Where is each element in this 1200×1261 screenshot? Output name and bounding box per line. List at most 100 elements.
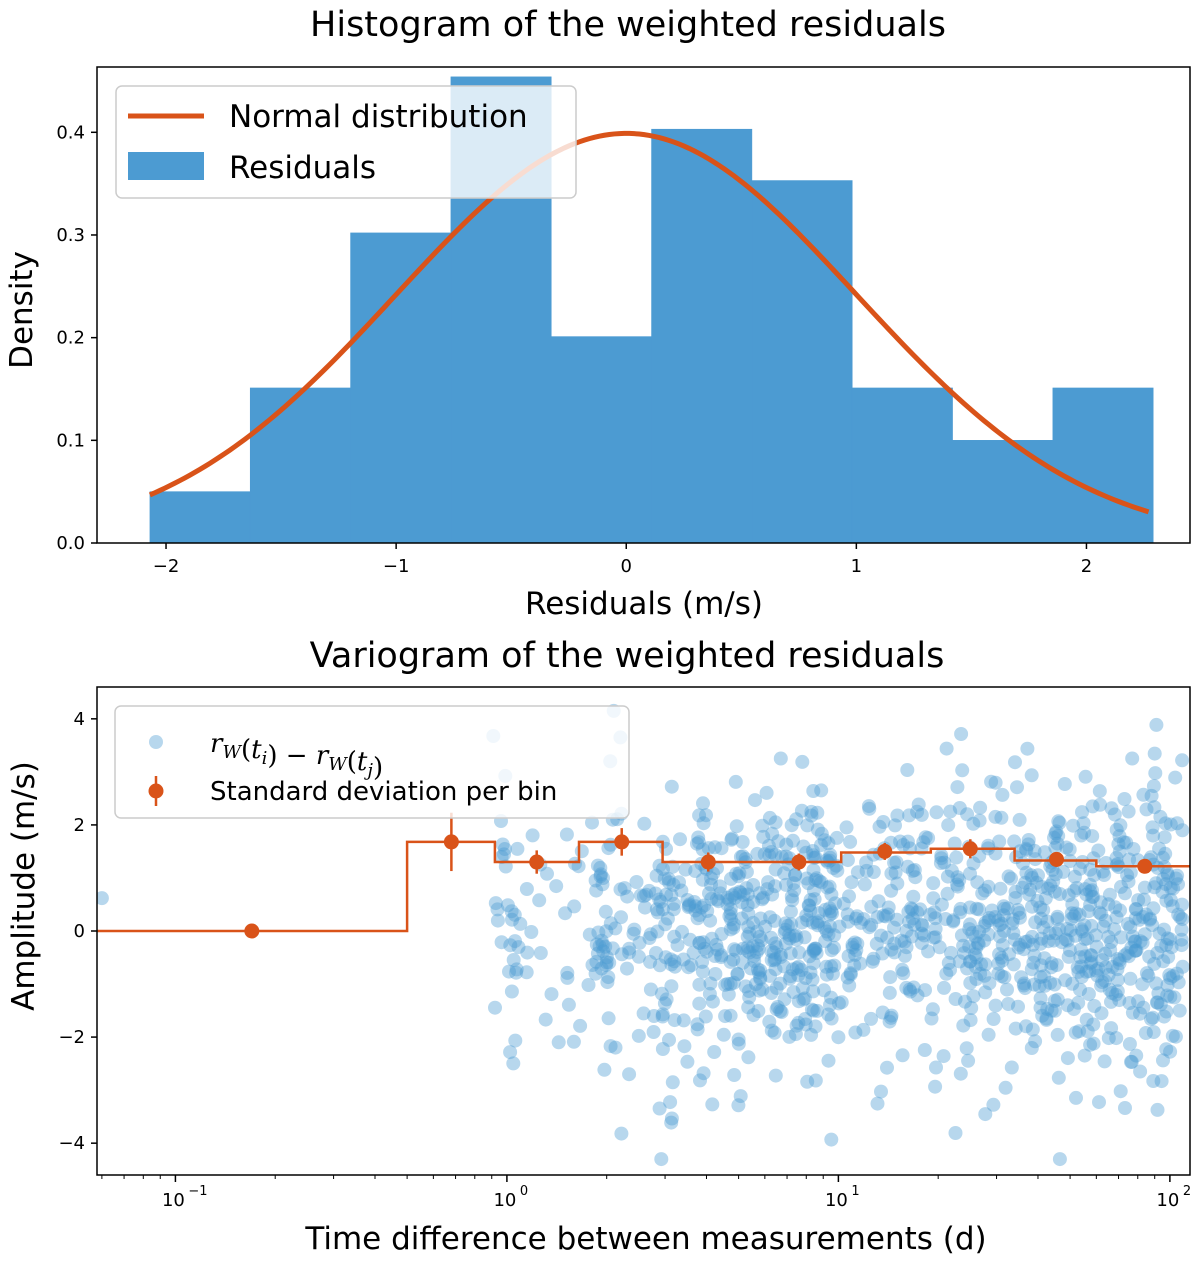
scatter-point [1080,1024,1095,1039]
scatter-point [822,901,837,916]
scatter-point [1046,933,1061,948]
scatter-point [1086,1017,1101,1032]
scatter-point [778,936,793,951]
std-point [791,854,807,870]
scatter-point [832,919,847,934]
scatter-point [1109,822,1124,837]
scatter-point [953,1066,968,1081]
scatter-point [881,907,896,922]
scatter-point [622,1067,637,1082]
scatter-point [1074,922,1089,937]
scatter-point [1021,833,1036,847]
scatter-point [1148,766,1163,781]
scatter-point [723,954,738,969]
scatter-point [969,901,984,916]
scatter-point [752,983,767,998]
scatter-point [1167,990,1182,1005]
scatter-point [1163,971,1178,986]
scatter-point [1028,1034,1043,1049]
scatter-point [754,933,769,948]
scatter-point [806,883,821,898]
scatter-point [913,902,928,917]
scatter-point [929,1060,943,1075]
scatter-point [964,1001,979,1015]
scatter-point [749,945,764,960]
scatter-point [823,998,837,1012]
scatter-point [741,1050,756,1065]
scatter-point [1110,952,1125,966]
scatter-point [906,980,921,995]
scatter-point [880,1060,894,1075]
scatter-point [654,986,669,1001]
scatter-point [996,908,1011,923]
scatter-point [1163,989,1178,1004]
scatter-point [814,783,829,798]
scatter-point [699,808,713,823]
scatter-point [958,994,972,1009]
scatter-point [1114,930,1128,945]
scatter-point [785,962,800,977]
scatter-point [1084,948,1099,963]
scatter-point [709,892,724,907]
scatter-point [866,865,881,879]
scatter-point [839,820,854,835]
scatter-point [786,833,800,848]
scatter-point [1139,907,1153,922]
scatter-point [792,945,807,960]
scatter-point [782,928,797,942]
scatter-point [1131,893,1146,908]
scatter-point [784,917,799,932]
scatter-point [777,959,791,974]
scatter-point [600,975,615,990]
scatter-point [711,894,726,909]
scatter-point [1121,804,1136,819]
x-tick-label: 1 [851,556,862,577]
scatter-point [688,864,703,878]
scatter-point [1147,956,1162,971]
scatter-point [1024,768,1039,783]
scatter-point [723,1008,738,1023]
scatter-point [1111,837,1126,852]
scatter-point [925,1002,940,1017]
scatter-point [1058,932,1073,947]
scatter-point [1022,887,1037,902]
scatter-point [1110,972,1125,987]
scatter-point [1024,1041,1039,1055]
scatter-point [941,955,956,970]
scatter-point [1079,1012,1094,1027]
scatter-point [1012,910,1027,925]
scatter-point [921,944,936,959]
scatter-point [642,883,657,898]
scatter-point [1156,872,1171,887]
scatter-point [881,900,896,915]
scatter-point [1052,1152,1067,1167]
x-tick-exponent: 1 [851,1184,859,1199]
scatter-point [948,992,963,1006]
scatter-point [1088,928,1103,943]
scatter-point [988,775,1003,790]
scatter-point [876,815,891,829]
scatter-point [503,938,518,953]
scatter-point [789,812,804,827]
scatter-point [977,968,992,983]
scatter-point [1127,934,1142,949]
scatter-point [725,831,740,846]
scatter-point [917,1043,932,1057]
scatter-point [842,978,857,993]
scatter-point [901,904,916,919]
scatter-point [688,903,703,918]
scatter-point [509,965,524,980]
scatter-point [777,925,792,940]
scatter-point [1085,829,1100,844]
scatter-point [986,1012,1001,1026]
scatter-point [642,931,657,945]
scatter-point [962,939,977,954]
scatter-point [899,980,914,995]
scatter-point [960,807,975,822]
scatter-point [1095,975,1110,989]
scatter-point [821,836,836,851]
scatter-point [896,966,911,981]
scatter-point [963,1013,978,1028]
scatter-point [688,899,703,914]
y-tick-label: 2 [74,815,85,836]
